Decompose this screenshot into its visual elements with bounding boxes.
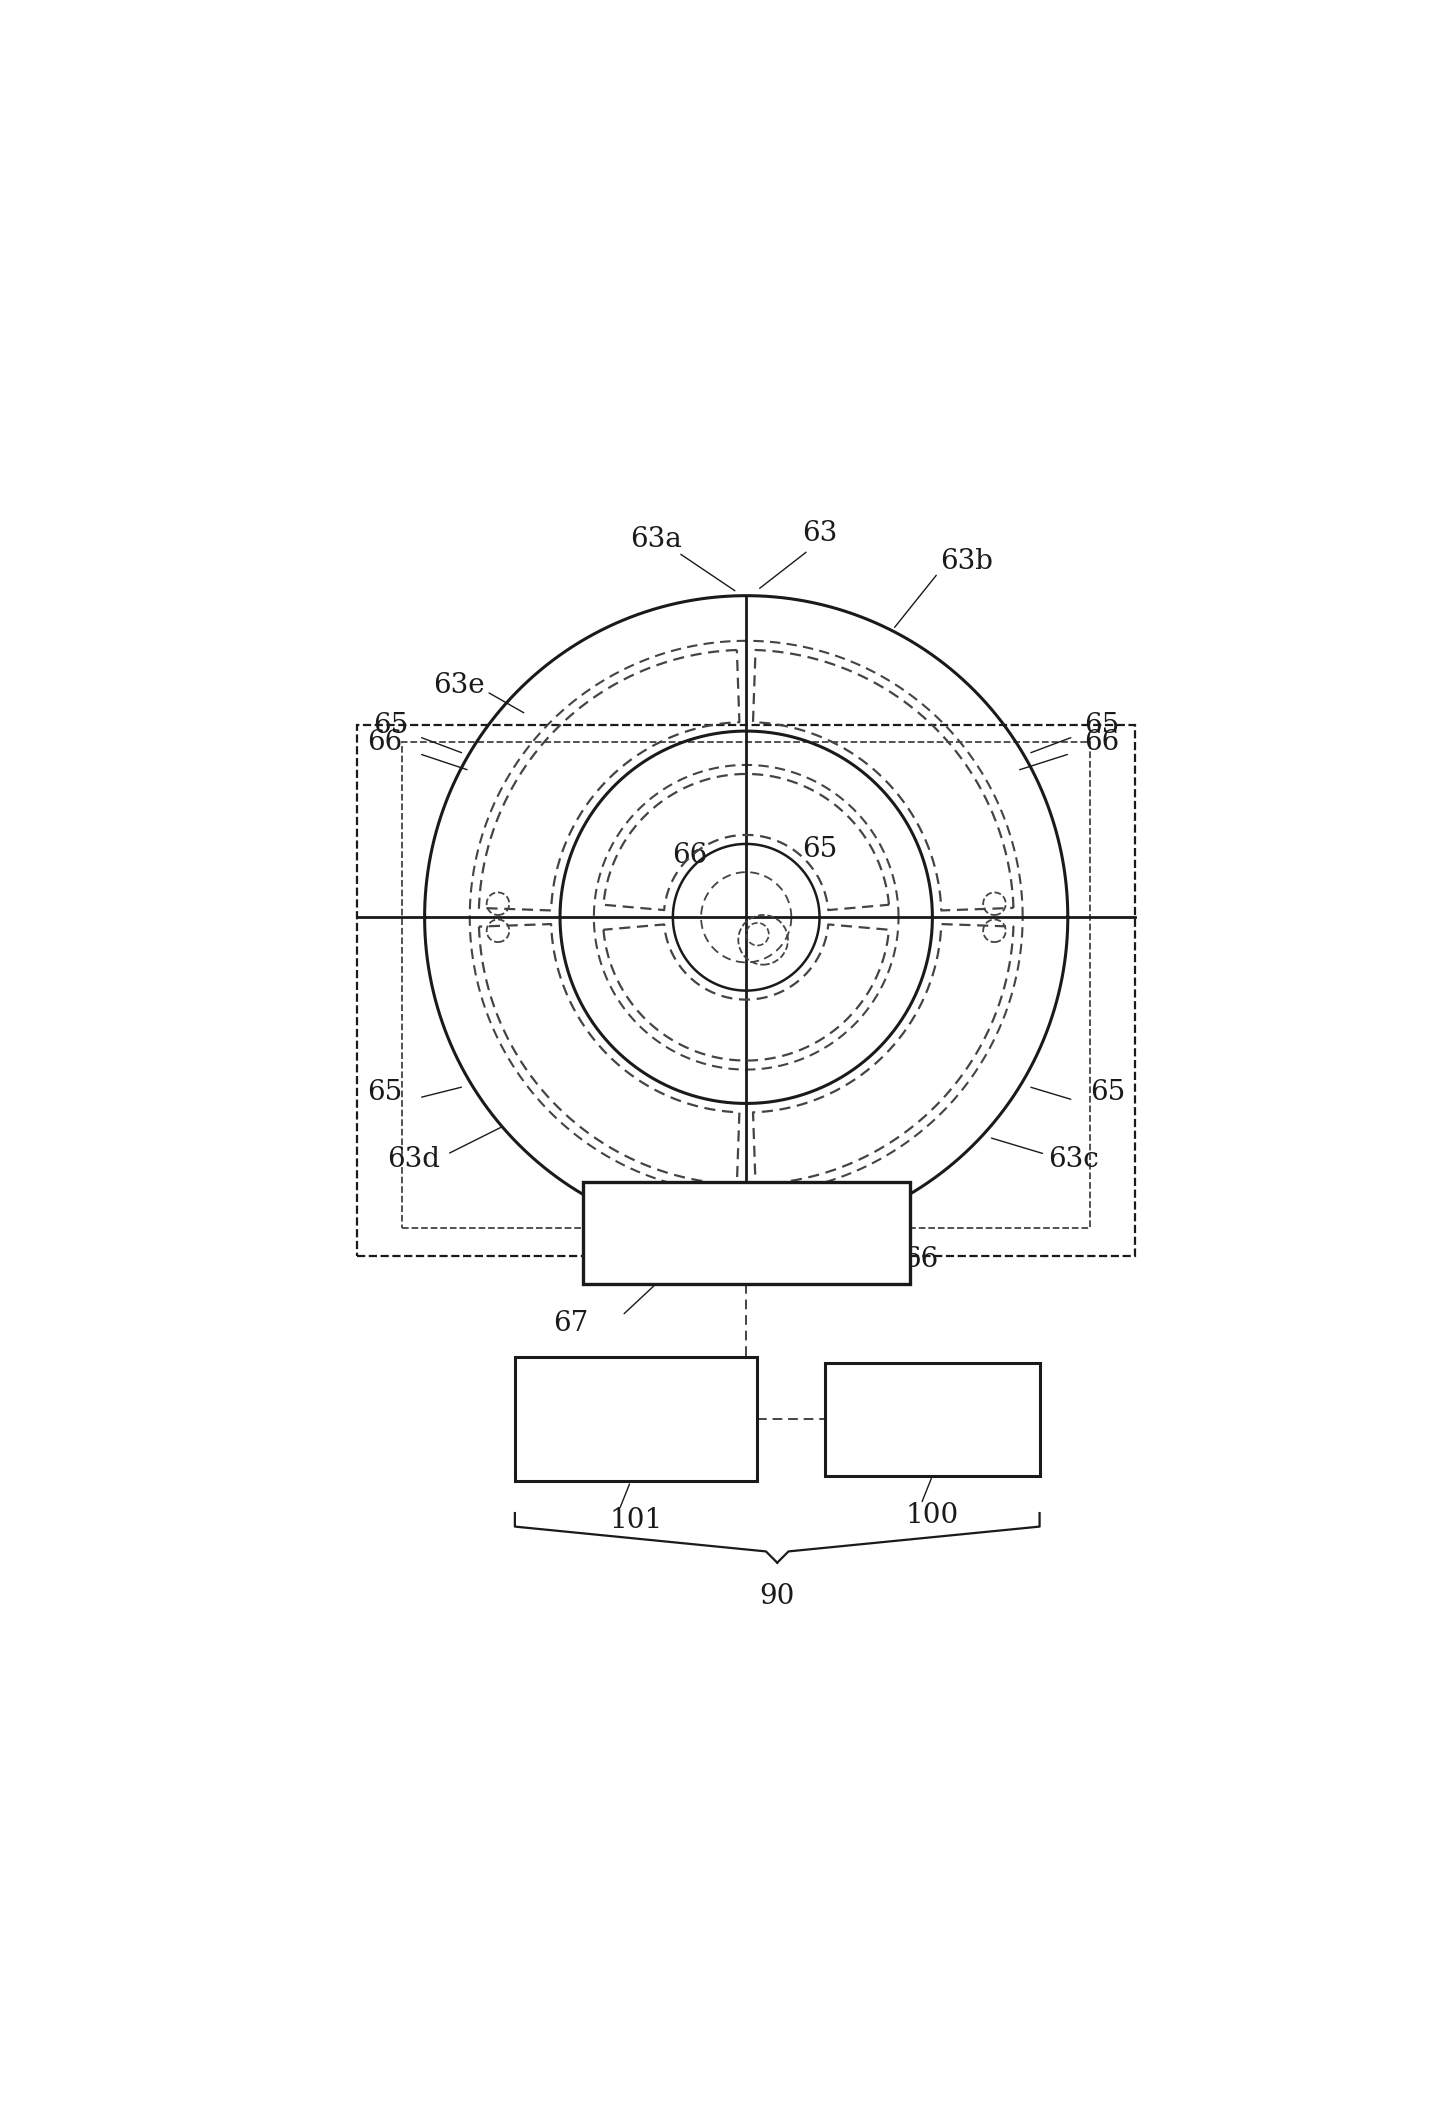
Text: 66: 66 <box>904 1245 939 1273</box>
Bar <box>582 1182 910 1284</box>
Text: 67: 67 <box>553 1309 590 1336</box>
Text: 101: 101 <box>610 1508 662 1533</box>
Text: 65: 65 <box>1085 712 1120 739</box>
Bar <box>515 1358 757 1480</box>
Text: 65: 65 <box>373 712 408 739</box>
Text: 66: 66 <box>610 1245 645 1273</box>
Text: 63c: 63c <box>1048 1146 1099 1173</box>
Text: 63: 63 <box>802 521 837 546</box>
Text: 66: 66 <box>1085 729 1120 756</box>
Text: 63b: 63b <box>939 549 993 576</box>
Text: 63e: 63e <box>432 671 485 699</box>
Text: 90: 90 <box>760 1582 795 1610</box>
Text: 66: 66 <box>673 841 708 868</box>
Text: 100: 100 <box>906 1502 960 1529</box>
Text: 66: 66 <box>367 729 403 756</box>
Bar <box>826 1364 1040 1476</box>
Text: 63a: 63a <box>630 525 681 553</box>
Text: 65: 65 <box>1089 1078 1125 1106</box>
Text: 65: 65 <box>367 1078 403 1106</box>
Text: 63d: 63d <box>387 1146 440 1173</box>
Text: 65: 65 <box>802 837 837 862</box>
